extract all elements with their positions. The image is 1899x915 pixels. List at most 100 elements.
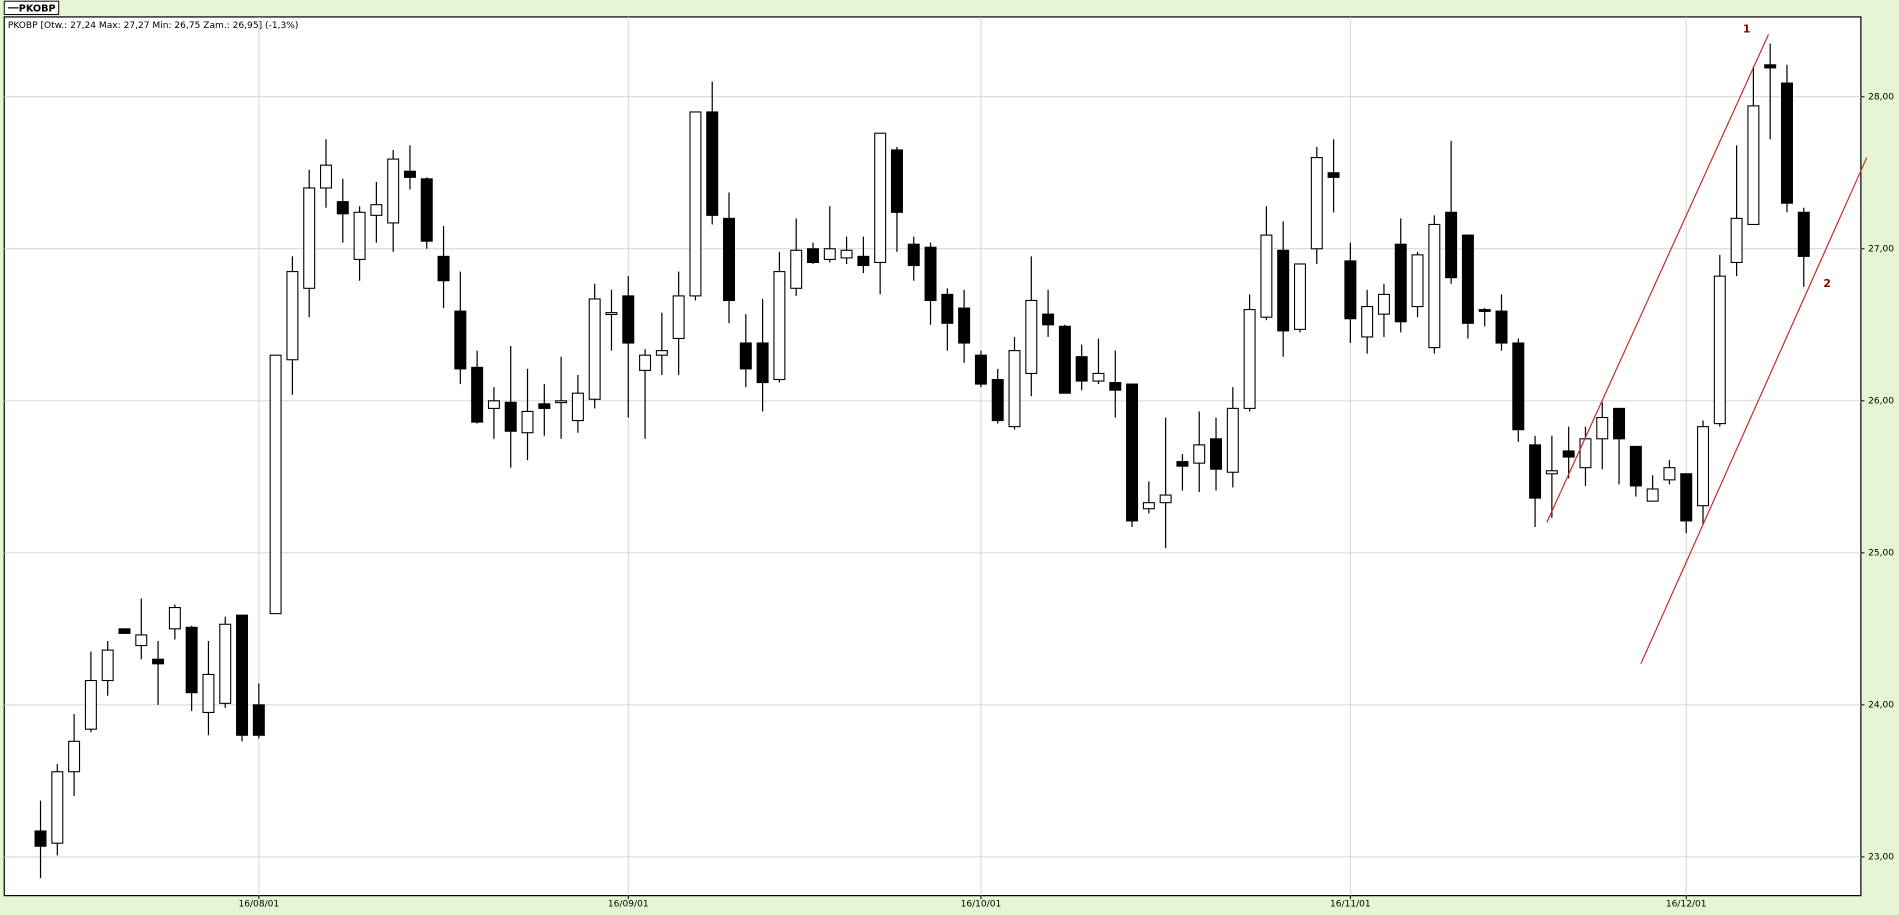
candle-body	[101, 649, 114, 682]
candle-body	[521, 410, 534, 434]
x-tick-label: 16/08/01	[238, 900, 279, 910]
candle-body	[403, 170, 416, 178]
legend-label: PKOBP	[19, 3, 56, 14]
candle-body	[1092, 372, 1105, 382]
candle-body	[152, 658, 165, 665]
candle-body	[1176, 461, 1189, 467]
candle-body	[1780, 82, 1793, 204]
candle-body	[51, 771, 64, 844]
candle-body	[1210, 438, 1223, 470]
candle-body	[639, 354, 652, 371]
candle-body	[454, 310, 467, 370]
candle-body	[1142, 502, 1155, 510]
candle-body	[655, 350, 668, 356]
candle-body	[1193, 444, 1206, 464]
y-tick-label: 23,00	[1868, 852, 1894, 862]
chart-title: PKOBP [Otw.: 27,24 Max: 27,27 Min: 26,75…	[8, 21, 299, 31]
annotation-label: 1	[1743, 23, 1751, 36]
candle-body	[890, 149, 903, 213]
trend-line	[1546, 34, 1770, 523]
candle-body	[504, 401, 517, 432]
candle-body	[823, 248, 836, 260]
candle-body	[1764, 64, 1777, 69]
candle-body	[1646, 488, 1659, 502]
candle-body	[1126, 383, 1139, 522]
candle-body	[1344, 260, 1357, 320]
candle-body	[790, 249, 803, 289]
candle-body	[1293, 263, 1306, 330]
candle-body	[1747, 105, 1760, 225]
candle-body	[1159, 494, 1172, 504]
candle-body	[1025, 299, 1038, 374]
candle-body	[1226, 407, 1239, 473]
candle-body	[924, 246, 937, 302]
candle-body	[1461, 234, 1474, 324]
y-tick-label: 26,00	[1868, 396, 1894, 406]
candle-body	[303, 187, 316, 289]
x-tick-label: 16/10/01	[961, 900, 1002, 910]
candle-body	[1478, 309, 1491, 312]
candle-body	[907, 243, 920, 267]
candle-body	[723, 217, 736, 302]
x-tick-label: 16/12/01	[1666, 900, 1707, 910]
candle-body	[756, 342, 769, 384]
candle-body	[1596, 416, 1609, 440]
candle-body	[1713, 275, 1726, 425]
candle-body	[1512, 342, 1525, 431]
candle-body	[1042, 313, 1055, 326]
candle-body	[387, 158, 400, 224]
candle-body	[168, 607, 181, 630]
candle-body	[991, 378, 1004, 422]
candle-body	[34, 830, 47, 847]
candle-body	[1277, 249, 1290, 332]
candle-body	[1310, 157, 1323, 250]
candle-body	[773, 271, 786, 381]
candle-body	[1445, 211, 1458, 279]
candle-body	[1327, 172, 1340, 178]
candle-body	[370, 204, 383, 216]
candle-body	[1243, 309, 1256, 409]
candle-body	[1495, 310, 1508, 344]
candle-body	[605, 312, 618, 315]
candle-body	[555, 400, 568, 404]
y-tick-label: 24,00	[1868, 700, 1894, 710]
candle-body	[135, 634, 148, 647]
candle-body	[1058, 325, 1071, 394]
candle-body	[1629, 445, 1642, 487]
candle-body	[1260, 234, 1273, 318]
candle-body	[1579, 438, 1592, 469]
candle-body	[1680, 473, 1693, 522]
candle-body	[471, 366, 484, 423]
annotation-label: 2	[1823, 277, 1831, 290]
candle-body	[219, 623, 232, 704]
candle-body	[1545, 470, 1558, 475]
candle-body	[672, 295, 685, 340]
candle-body	[185, 626, 198, 694]
candle-body	[538, 403, 551, 409]
candle-body	[1663, 467, 1676, 481]
y-tick-label: 27,00	[1868, 244, 1894, 254]
candle-body	[1613, 407, 1626, 440]
candle-body	[269, 354, 282, 615]
candle-body	[252, 704, 265, 736]
candle-body	[1109, 382, 1122, 391]
candle-body	[1428, 223, 1441, 349]
candle-body	[1377, 293, 1390, 315]
candle-body	[353, 211, 366, 260]
candle-body	[974, 354, 987, 385]
candle-body	[588, 298, 601, 400]
candle-body	[571, 392, 584, 422]
candle-body	[874, 132, 887, 264]
candle-body	[118, 628, 131, 634]
candle-body	[1529, 444, 1542, 499]
candle-body	[1361, 306, 1374, 338]
candle-body	[1562, 450, 1575, 458]
candle-body	[857, 255, 870, 267]
candle-body	[941, 293, 954, 324]
candle-body	[622, 295, 635, 344]
legend-box	[3, 0, 60, 16]
candle-body	[1411, 254, 1424, 308]
candle-body	[286, 271, 299, 361]
candle-body	[1394, 243, 1407, 323]
